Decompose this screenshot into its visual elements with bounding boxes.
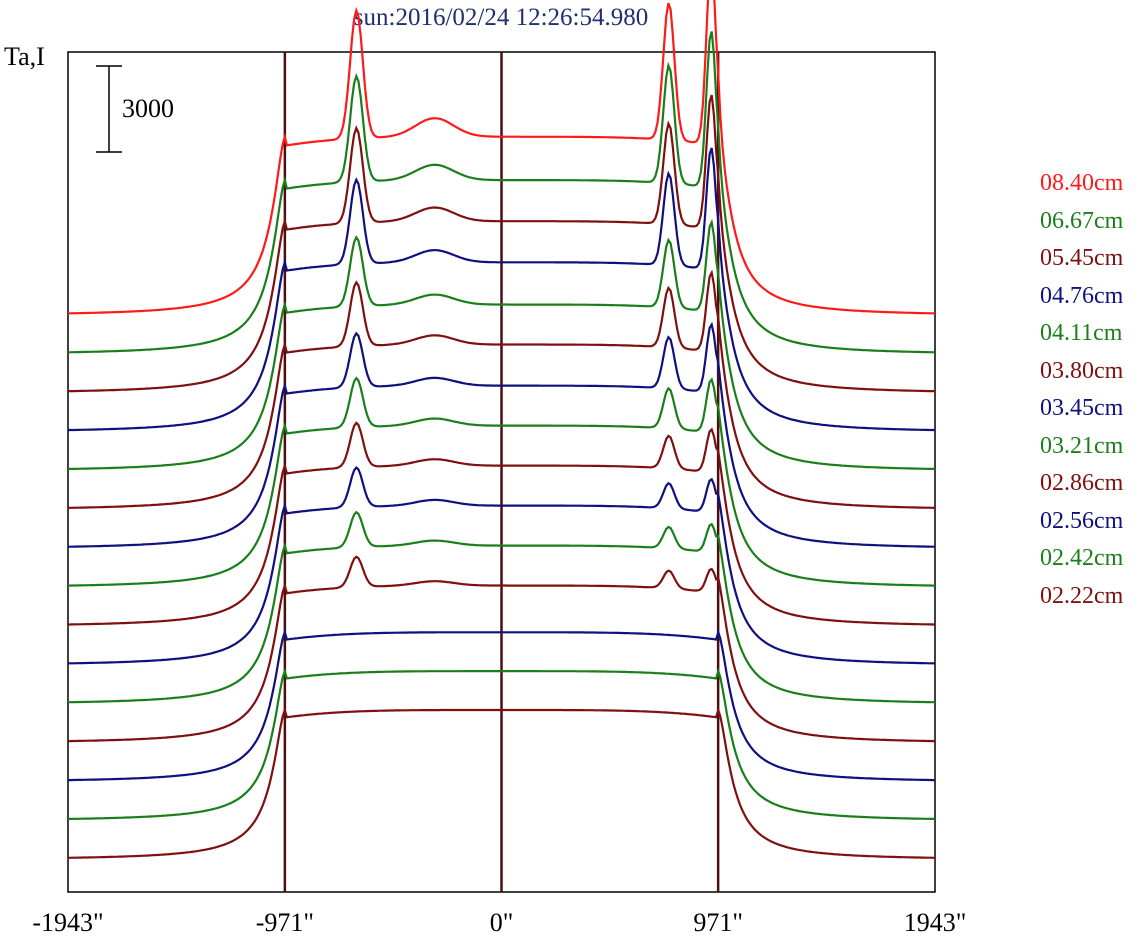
series-line-8: [68, 421, 935, 626]
legend-entry: 02.42cm: [1040, 545, 1124, 571]
x-tick-label: -971": [256, 908, 314, 937]
chart-title: sun:2016/02/24 12:26:54.980: [353, 4, 649, 31]
legend-entry: 03.45cm: [1040, 395, 1124, 421]
legend-entry: 04.11cm: [1040, 320, 1123, 346]
series-line-3: [67, 147, 936, 432]
legend-entry: 05.45cm: [1040, 245, 1124, 271]
legend-entry: 04.76cm: [1040, 282, 1124, 309]
series-line-0: [67, 0, 936, 315]
x-tick-label: -1943": [32, 908, 103, 937]
legend-entry: 02.56cm: [1040, 507, 1124, 534]
legend-entry: 08.40cm: [1040, 170, 1124, 196]
scale-bar: 3000: [96, 65, 174, 153]
x-tick-label: 971": [693, 908, 743, 937]
x-tick-label: 1943": [904, 908, 967, 937]
legend-entry: 03.80cm: [1040, 357, 1124, 384]
legend-entry: 02.22cm: [1040, 582, 1124, 609]
scale-bar-label: 3000: [122, 94, 174, 123]
series-line-1: [68, 31, 935, 354]
series-line-2: [67, 94, 936, 393]
series-line-5: [67, 269, 936, 509]
series-line-10: [68, 510, 935, 704]
series-line-4: [67, 218, 936, 471]
y-axis-label: Ta,I: [4, 42, 45, 71]
series-line-7: [68, 376, 935, 587]
series-line-12: [68, 628, 935, 782]
series-line-9: [67, 466, 936, 665]
series-line-13: [68, 667, 935, 820]
series-line-14: [68, 706, 935, 859]
series-line-6: [68, 321, 935, 548]
legend-entry: 02.86cm: [1040, 470, 1124, 496]
legend-entry: 03.21cm: [1040, 432, 1124, 459]
x-tick-label: 0": [490, 908, 514, 937]
series-line-11: [68, 555, 935, 743]
legend-entry: 06.67cm: [1040, 207, 1124, 234]
